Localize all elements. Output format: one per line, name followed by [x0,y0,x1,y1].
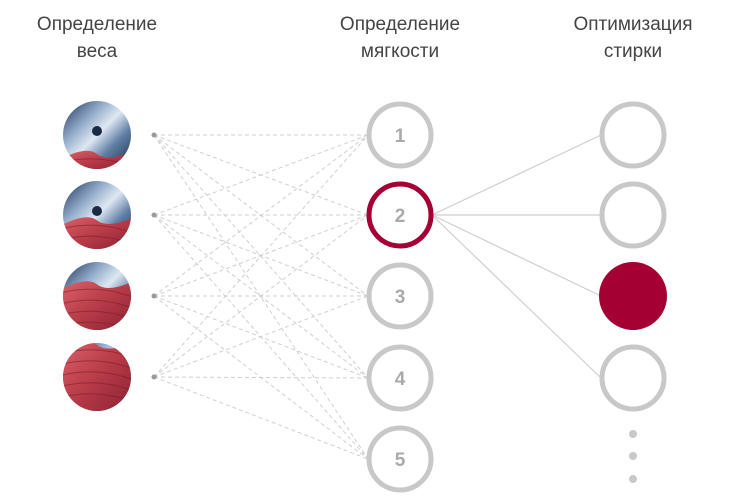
softness-node-2 [366,181,434,249]
weight-softness-link [153,134,369,297]
weight-softness-link [153,134,369,460]
softness-wash-link [431,134,602,216]
weight-softness-link [153,295,369,378]
weight-softness-link [153,134,369,216]
weight-dot [151,132,157,138]
softness-node-5 [366,425,434,493]
header-softness-line2: мягкости [361,41,439,62]
wash-node [599,101,667,169]
header-optimization-line2: стирки [604,41,662,62]
header-weight-line1: Определение [37,14,157,35]
softness-node-3 [366,262,434,330]
header-optimization-line1: Оптимизация [573,14,692,35]
weight-dot [151,374,157,380]
wash-node-selected [599,262,667,330]
softness-wash-link [431,214,602,297]
softness-wash-link [431,214,602,379]
softness-node-label: 4 [395,369,406,390]
weight-dot [151,293,157,299]
weight-softness-link [153,134,369,378]
header-softness-line1: Определение [340,14,460,35]
weight-dot [151,212,157,218]
weight-level-image [63,343,131,411]
wash-node [599,181,667,249]
weight-level-image [63,101,131,169]
softness-node-label: 5 [395,450,406,471]
weight-softness-link [153,214,369,378]
more-dots-icon [629,430,637,438]
softness-node-label: 1 [395,126,406,147]
more-dots-icon [629,452,637,460]
softness-node-1 [366,101,434,169]
weight-level-image [63,181,131,249]
more-dots-icon [629,475,637,483]
softness-node-label: 3 [395,287,406,308]
wash-node [599,344,667,412]
header-weight-line2: веса [77,41,118,62]
weight-level-image [63,262,131,330]
softness-node-label: 2 [395,206,406,227]
softness-node-4 [366,344,434,412]
weight-softness-link [153,376,369,460]
weight-softness-link [153,376,369,379]
